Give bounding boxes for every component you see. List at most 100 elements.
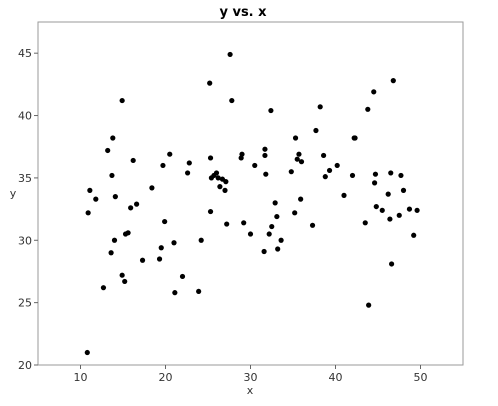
data-point [128, 205, 134, 211]
data-point [122, 278, 128, 285]
data-point [156, 256, 163, 262]
y-tick-label: 35 [18, 172, 32, 185]
data-point [167, 151, 173, 157]
data-point [222, 187, 228, 193]
data-point [110, 135, 116, 141]
data-point [112, 194, 118, 200]
data-point [398, 172, 404, 179]
data-point [160, 162, 166, 169]
data-point [186, 160, 192, 166]
data-point [362, 220, 368, 226]
data-point [119, 97, 125, 104]
data-point [215, 175, 221, 181]
data-point [130, 157, 136, 164]
data-point [262, 146, 268, 152]
data-point [365, 106, 371, 112]
data-point [372, 180, 378, 186]
data-point [414, 207, 420, 213]
data-point [298, 159, 305, 165]
data-point [387, 216, 393, 222]
data-point [84, 349, 90, 356]
data-point [252, 162, 258, 169]
data-point [224, 221, 230, 227]
data-point [379, 207, 385, 213]
y-tick-label: 45 [18, 47, 32, 60]
data-point [309, 222, 316, 228]
y-tick-label: 40 [18, 110, 32, 123]
data-point [373, 203, 379, 210]
plot-frame [37, 21, 464, 366]
data-point [266, 231, 272, 237]
data-point [385, 191, 391, 197]
data-point [100, 285, 107, 291]
data-point [111, 237, 118, 243]
data-point [223, 179, 229, 185]
x-tick-label: 50 [414, 371, 428, 384]
data-point [108, 250, 114, 256]
data-point [119, 272, 125, 278]
chart-title: y vs. x [219, 5, 267, 20]
data-point [207, 80, 213, 86]
data-point [406, 206, 413, 212]
data-point [207, 208, 214, 215]
data-point [158, 245, 164, 251]
x-axis-label: x [247, 384, 254, 397]
data-point [272, 200, 278, 206]
data-point [93, 196, 99, 202]
data-point [390, 78, 396, 84]
data-point [371, 89, 377, 95]
y-tick-label: 20 [18, 359, 32, 372]
data-point [125, 230, 131, 236]
data-point [87, 187, 93, 193]
data-point [171, 240, 177, 246]
data-point [411, 232, 417, 238]
data-point [388, 170, 394, 176]
x-tick-label: 20 [159, 371, 173, 384]
data-point [247, 231, 254, 237]
data-points [84, 51, 420, 356]
data-point [298, 196, 304, 202]
data-point [294, 156, 300, 162]
data-point [227, 51, 233, 58]
data-point [269, 223, 275, 230]
data-point [278, 237, 284, 243]
data-point [263, 171, 269, 177]
data-point [292, 210, 298, 216]
data-point [179, 273, 186, 280]
data-point [366, 302, 372, 308]
data-point [109, 172, 115, 179]
y-axis: 20 25 30 35 40 45 [18, 47, 38, 372]
data-point [162, 218, 168, 225]
data-point [229, 97, 235, 104]
data-point [341, 192, 347, 198]
data-point [207, 155, 214, 161]
data-point [261, 248, 267, 255]
data-point [262, 152, 268, 159]
data-point [292, 135, 299, 141]
data-point [172, 290, 178, 296]
data-point [396, 212, 402, 218]
data-point [313, 127, 319, 134]
y-tick-label: 30 [18, 234, 32, 247]
data-point [139, 257, 146, 263]
y-tick-label: 25 [18, 297, 32, 310]
data-point [85, 210, 91, 216]
data-point [349, 172, 356, 179]
data-point [317, 104, 323, 110]
data-point [198, 237, 204, 243]
data-point [288, 169, 294, 175]
x-axis: 10 20 30 40 50 [74, 365, 428, 384]
data-point [185, 170, 191, 176]
x-tick-label: 40 [329, 371, 343, 384]
y-axis-label: y [10, 187, 17, 200]
data-point [217, 184, 223, 190]
data-point [105, 147, 111, 154]
data-point [196, 288, 202, 295]
data-point [321, 152, 327, 159]
data-point [296, 151, 302, 157]
data-point [149, 185, 155, 191]
data-point [275, 246, 281, 252]
data-point [239, 151, 245, 157]
data-point [400, 187, 407, 193]
